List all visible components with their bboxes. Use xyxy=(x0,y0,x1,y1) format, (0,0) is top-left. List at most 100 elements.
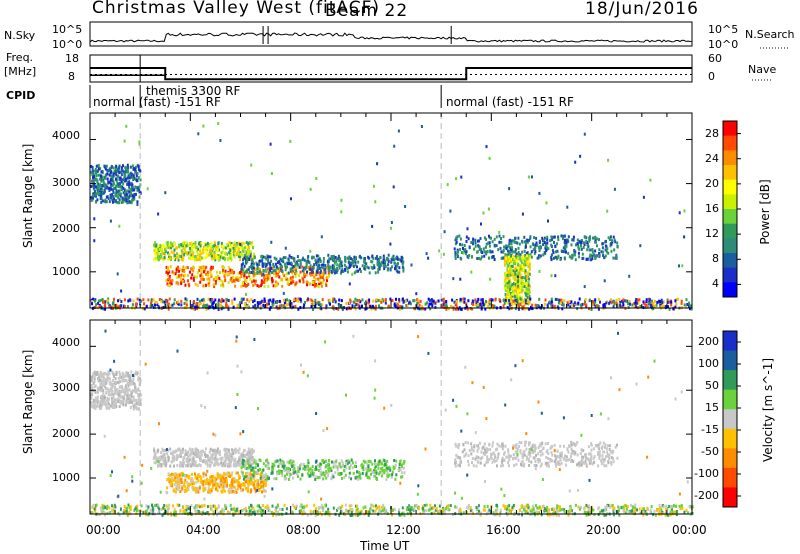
power-scatter-cell xyxy=(138,140,141,144)
velocity-echo-cell xyxy=(231,450,234,453)
velocity-echo-cell xyxy=(107,373,109,376)
power-echo-cell xyxy=(167,307,170,311)
power-scatter-cell xyxy=(375,256,377,260)
power-echo-cell xyxy=(173,254,176,258)
power-echo-cell xyxy=(503,279,506,283)
power-colorbar-tick-label: 16 xyxy=(705,202,719,215)
power-echo-cell xyxy=(368,271,371,275)
power-echo-cell xyxy=(562,237,564,241)
power-echo-cell xyxy=(485,237,487,241)
velocity-echo-cell xyxy=(220,474,223,478)
power-echo-cell xyxy=(194,282,197,286)
velocity-echo-cell xyxy=(100,406,102,410)
power-scatter-cell xyxy=(543,251,546,254)
power-echo-cell xyxy=(284,268,287,272)
velocity-echo-cell xyxy=(167,459,170,463)
power-echo-cell xyxy=(549,238,552,242)
power-echo-cell xyxy=(203,304,206,308)
velocity-echo-cell xyxy=(130,392,133,396)
power-scatter-cell xyxy=(392,185,395,189)
velocity-echo-cell xyxy=(226,448,228,451)
velocity-echo-cell xyxy=(214,453,217,457)
power-echo-cell xyxy=(432,301,435,305)
power-echo-cell xyxy=(195,275,198,279)
velocity-echo-cell xyxy=(190,449,193,453)
power-echo-cell xyxy=(345,265,348,269)
velocity-echo-cell xyxy=(93,402,96,406)
velocity-echo-cell xyxy=(92,381,95,385)
power-echo-cell xyxy=(175,270,178,273)
power-echo-cell xyxy=(586,248,589,252)
power-echo-cell xyxy=(541,236,544,240)
velocity-echo-cell xyxy=(137,398,140,402)
power-echo-cell xyxy=(453,300,456,304)
power-echo-cell xyxy=(459,307,462,311)
power-echo-cell xyxy=(291,256,294,260)
power-echo-cell xyxy=(195,245,198,249)
power-echo-cell xyxy=(265,278,268,282)
velocity-echo-cell xyxy=(218,473,221,477)
power-echo-cell xyxy=(96,198,99,202)
velocity-echo-cell xyxy=(230,458,233,462)
power-echo-cell xyxy=(168,243,171,247)
velocity-echo-cell xyxy=(126,394,129,398)
power-colorbar-tick-label: 20 xyxy=(705,176,719,190)
power-echo-cell xyxy=(200,269,203,273)
power-echo-cell xyxy=(282,260,285,264)
power-echo-cell xyxy=(506,288,509,292)
velocity-echo-cell xyxy=(117,400,120,404)
power-echo-cell xyxy=(590,308,593,311)
power-echo-cell xyxy=(225,298,228,302)
power-echo-cell xyxy=(322,266,325,270)
power-echo-cell xyxy=(521,258,524,262)
power-echo-cell xyxy=(397,262,399,266)
velocity-echo-cell xyxy=(242,459,245,463)
power-echo-cell xyxy=(293,259,296,263)
power-echo-cell xyxy=(512,286,515,290)
velocity-echo-cell xyxy=(95,372,98,376)
velocity-echo-cell xyxy=(185,488,188,492)
velocity-echo-cell xyxy=(179,461,182,464)
power-echo-cell xyxy=(680,301,683,305)
velocity-echo-cell xyxy=(216,447,219,451)
power-echo-cell xyxy=(157,244,160,248)
velocity-echo-cell xyxy=(197,487,200,491)
power-echo-cell xyxy=(338,258,341,262)
power-echo-cell xyxy=(485,250,488,254)
power-echo-cell xyxy=(131,183,134,187)
velocity-echo-cell xyxy=(246,475,249,478)
power-echo-cell xyxy=(224,279,227,283)
power-echo-cell xyxy=(309,264,312,268)
power-echo-cell xyxy=(132,167,135,171)
velocity-echo-cell xyxy=(162,459,165,463)
power-echo-cell xyxy=(281,278,284,282)
power-echo-cell xyxy=(228,251,231,255)
power-echo-cell xyxy=(607,251,610,255)
velocity-echo-cell xyxy=(120,401,123,405)
power-echo-cell xyxy=(101,192,104,195)
velocity-echo-cell xyxy=(238,456,241,460)
power-echo-cell xyxy=(301,265,304,269)
power-echo-cell xyxy=(328,265,331,269)
power-echo-cell xyxy=(248,258,251,261)
velocity-echo-cell xyxy=(246,453,249,457)
power-echo-cell xyxy=(134,185,137,189)
power-echo-cell xyxy=(352,300,355,304)
velocity-echo-cell xyxy=(194,475,197,479)
power-scatter-cell xyxy=(240,268,243,271)
power-echo-cell xyxy=(167,302,170,306)
power-echo-cell xyxy=(225,305,228,309)
power-scatter-cell xyxy=(683,209,686,213)
velocity-echo-cell xyxy=(207,486,210,490)
power-echo-cell xyxy=(289,267,292,271)
power-echo-cell xyxy=(392,258,395,262)
velocity-echo-cell xyxy=(346,462,349,466)
power-echo-cell xyxy=(592,236,594,240)
power-echo-cell xyxy=(340,299,343,303)
power-echo-cell xyxy=(291,275,294,279)
power-echo-cell xyxy=(314,304,316,308)
velocity-echo-cell xyxy=(249,490,252,494)
date-label: 18/Jun/2016 xyxy=(585,0,699,19)
power-echo-cell xyxy=(166,266,169,270)
power-echo-cell xyxy=(689,304,692,308)
